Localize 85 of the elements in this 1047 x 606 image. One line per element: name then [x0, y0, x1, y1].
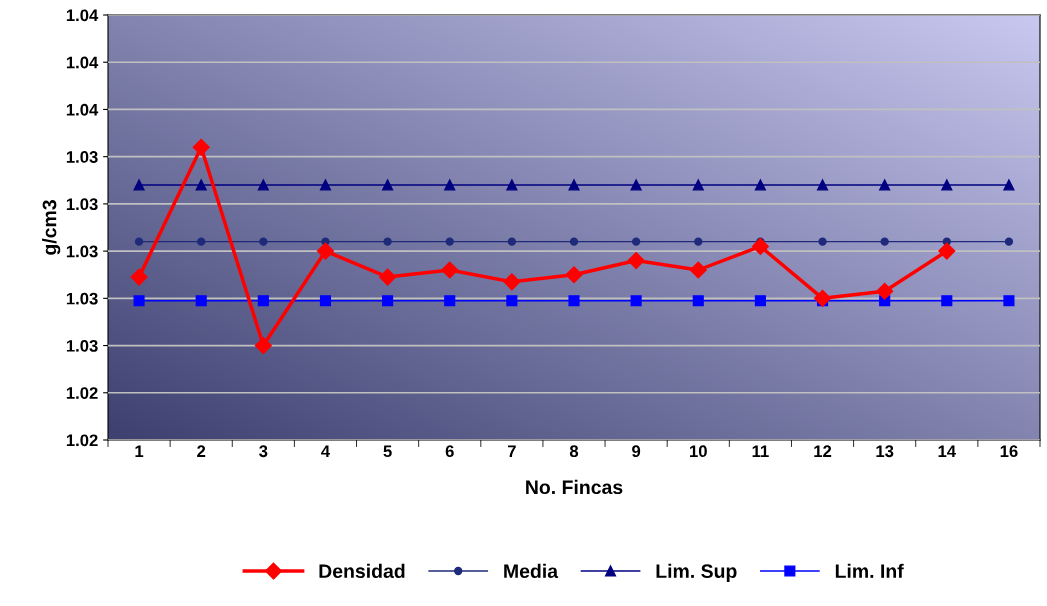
- point: [382, 295, 394, 307]
- x-tick-label: 1: [135, 445, 144, 457]
- y-tick-label: 1.03: [66, 245, 98, 258]
- point: [441, 261, 459, 279]
- x-tick-label: 9: [632, 445, 641, 458]
- point: [692, 295, 704, 307]
- point: [506, 179, 518, 191]
- point: [319, 295, 332, 307]
- point: [751, 237, 769, 255]
- point: [1004, 237, 1014, 246]
- x-tick-label: 16: [1000, 445, 1018, 458]
- point: [692, 179, 704, 191]
- x-axis-title: No. Fincas: [526, 479, 623, 495]
- x-tick-label: 14: [938, 445, 956, 457]
- x-tick-label: 7: [507, 445, 516, 457]
- point: [876, 282, 894, 300]
- point: [503, 273, 521, 291]
- point: [694, 237, 703, 246]
- y-tick-label: 1.02: [66, 434, 98, 447]
- x-tick-label: 3: [259, 445, 268, 458]
- point: [689, 261, 707, 279]
- point: [316, 242, 335, 260]
- point: [130, 268, 148, 286]
- x-tick-label: 8: [569, 445, 579, 458]
- point: [506, 295, 518, 307]
- point: [941, 179, 953, 191]
- point: [568, 179, 580, 191]
- y-tick-label: 1.02: [66, 387, 98, 399]
- point: [192, 138, 210, 156]
- point: [257, 179, 269, 191]
- x-tick-label: 11: [752, 445, 769, 457]
- point: [879, 179, 891, 191]
- y-tick-label: 1.03: [66, 339, 98, 352]
- point: [195, 295, 207, 307]
- x-tick-label: 12: [814, 445, 832, 457]
- point: [631, 237, 641, 246]
- point: [816, 179, 829, 191]
- x-tick-label: 6: [445, 445, 454, 458]
- y-tick-label: 1.04: [66, 103, 99, 116]
- x-tick-label: 4: [321, 445, 331, 457]
- y-tick-label: 1.03: [66, 151, 98, 163]
- point: [195, 179, 207, 191]
- point: [197, 237, 206, 246]
- y-tick-label: 1.03: [66, 198, 98, 211]
- point: [818, 237, 827, 246]
- point: [379, 268, 397, 286]
- point: [383, 237, 392, 246]
- point: [133, 179, 145, 191]
- point: [507, 237, 517, 246]
- point: [444, 179, 456, 191]
- point: [754, 295, 766, 307]
- y-tick-label: 1.04: [66, 56, 99, 69]
- point: [134, 237, 144, 246]
- point: [813, 289, 832, 307]
- point: [254, 337, 272, 355]
- legend-label: Media: [504, 563, 559, 579]
- point: [257, 295, 269, 307]
- x-tick-label: 2: [197, 445, 206, 457]
- point: [568, 295, 580, 307]
- x-tick-label: 13: [876, 445, 894, 458]
- point: [565, 266, 583, 284]
- legend-label: Lim. Sup: [656, 563, 737, 582]
- y-tick-label: 1.03: [66, 292, 98, 305]
- point: [941, 295, 953, 307]
- x-tick-label: 5: [383, 445, 392, 458]
- point: [444, 295, 456, 307]
- y-tick-label: 1.04: [66, 9, 99, 22]
- point: [880, 237, 889, 246]
- point: [938, 242, 956, 260]
- point: [630, 179, 642, 191]
- point: [445, 237, 454, 246]
- point: [319, 179, 332, 191]
- x-tick-label: 10: [690, 445, 707, 458]
- point: [569, 237, 579, 246]
- legend-label: Lim. Inf: [835, 563, 904, 578]
- legend-label: Densidad: [319, 563, 405, 579]
- point: [1003, 295, 1015, 307]
- point: [1003, 179, 1015, 191]
- point: [382, 179, 394, 191]
- point: [627, 252, 645, 270]
- point: [133, 295, 145, 307]
- point: [754, 179, 766, 191]
- y-axis-title: g/cm3: [42, 200, 61, 255]
- point: [630, 295, 642, 307]
- point: [259, 237, 268, 246]
